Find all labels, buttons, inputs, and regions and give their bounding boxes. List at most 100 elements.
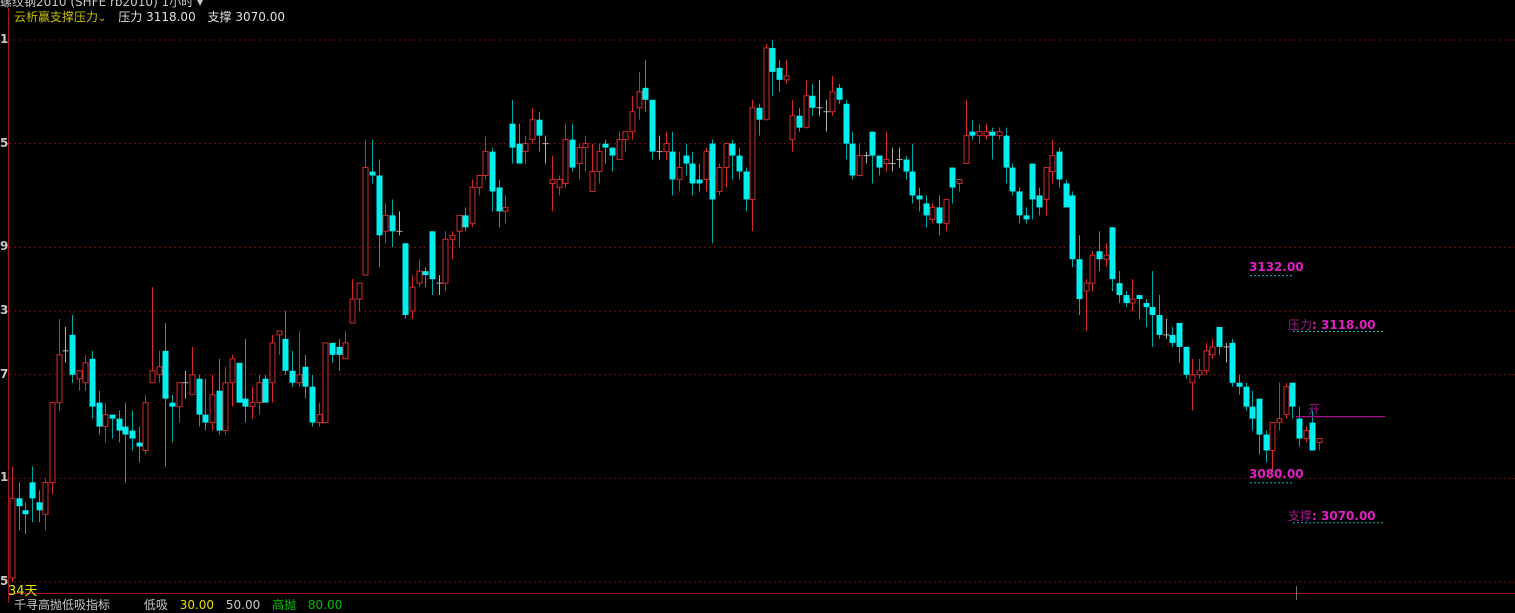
candle-body: [196, 378, 203, 415]
candle-body: [856, 155, 863, 177]
candle-body: [142, 402, 149, 451]
candle-body: [156, 366, 163, 376]
candle-body: [529, 119, 536, 141]
candle-body: [316, 414, 323, 424]
candle-body: [803, 95, 810, 129]
candle-body: [1303, 430, 1310, 440]
candle-body: [576, 147, 583, 165]
candle-body: [522, 143, 529, 153]
candle-body: [956, 178, 963, 184]
candle-body: [262, 378, 269, 403]
candle-body: [963, 135, 970, 165]
candle-body: [1176, 322, 1183, 347]
candle-body: [256, 382, 263, 404]
candle-body: [249, 402, 256, 408]
candle-body: [709, 143, 716, 200]
candle-body: [516, 143, 523, 164]
candle-body: [1263, 434, 1270, 451]
price-level-label: 压力: 3118.00: [1288, 317, 1376, 332]
candle-body: [49, 402, 56, 483]
candle-body: [683, 155, 690, 164]
candle-body: [302, 366, 309, 387]
candle-body: [1269, 422, 1276, 451]
candle-body: [669, 151, 676, 180]
candle-body: [589, 171, 596, 192]
candle-body: [69, 334, 76, 375]
candle-body: [916, 195, 923, 200]
candle-body: [149, 370, 156, 384]
candle-body: [469, 186, 476, 224]
candle-body: [502, 206, 509, 212]
resistance-label: 压力: [118, 10, 143, 24]
candle-body: [282, 338, 289, 371]
candle-body: [1243, 386, 1250, 407]
candle-body: [1196, 370, 1203, 376]
sub-indicator-name[interactable]: 千寻高抛低吸指标: [14, 598, 111, 612]
candle-body: [129, 430, 136, 439]
candle-body: [689, 163, 696, 184]
candle-body: [1296, 418, 1303, 439]
candle-body: [422, 271, 429, 276]
candle-body: [356, 282, 363, 300]
low-label: 低吸: [143, 598, 168, 612]
candle-body: [116, 418, 123, 431]
support-value: 3070.00: [235, 10, 285, 24]
candle-body: [936, 207, 943, 224]
candle-body: [1076, 259, 1083, 300]
candle-body: [1056, 151, 1063, 180]
price-level-value: 3070.00: [1321, 509, 1376, 524]
indicator-legend: 云析赢支撑压力⌄ 压力 3118.00 支撑 3070.00: [14, 8, 285, 25]
candle-body: [1216, 326, 1223, 347]
candle-body: [169, 402, 176, 407]
candle-body: [983, 131, 990, 137]
candle-body: [989, 131, 996, 136]
candle-body: [562, 139, 569, 184]
candle-body: [1289, 382, 1296, 407]
candle-body: [796, 115, 803, 128]
candle-body: [1209, 346, 1216, 356]
candle-body: [89, 358, 96, 407]
candle-body: [836, 87, 843, 100]
candle-body: [849, 143, 856, 176]
candle-body: [1063, 183, 1070, 208]
candle-body: [1116, 283, 1123, 296]
candle-body: [1156, 314, 1163, 335]
candle-body: [1123, 295, 1130, 304]
candle-body: [96, 402, 103, 427]
price-level-value: 3132.00: [1249, 260, 1304, 275]
candle-body: [56, 354, 63, 404]
candle-body: [309, 386, 316, 423]
price-level-name: 压力: [1288, 317, 1313, 332]
candle-body: [609, 147, 616, 156]
candle-body: [769, 47, 776, 72]
candle-body: [1009, 167, 1016, 192]
candle-body: [329, 342, 336, 355]
candle-body: [756, 107, 763, 120]
candle-body: [776, 67, 783, 80]
chevron-down-icon[interactable]: ⌄: [98, 13, 107, 24]
candle-body: [909, 171, 916, 196]
indicator-selector[interactable]: 云析赢支撑压力⌄: [14, 10, 106, 24]
candle-body: [1149, 307, 1156, 315]
candle-body: [582, 143, 589, 149]
candle-body: [1169, 334, 1176, 343]
sub-indicator-bar: 千寻高抛低吸指标 低吸 30.00 50.00 高抛 80.00: [14, 596, 342, 613]
candle-body: [616, 139, 623, 161]
candle-body: [1143, 303, 1150, 308]
candle-body: [102, 414, 109, 428]
candle-body: [222, 382, 229, 432]
candle-body: [1049, 155, 1056, 173]
candle-body: [1083, 282, 1090, 292]
candle-body: [9, 497, 16, 579]
y-tick-label: 3: [0, 303, 9, 317]
candle-body: [1236, 382, 1243, 387]
candle-body: [509, 123, 516, 148]
candle-body: [136, 442, 143, 447]
candle-body: [929, 206, 936, 220]
candle-body: [496, 187, 503, 212]
candle-body: [729, 143, 736, 156]
candle-body: [703, 151, 710, 180]
candle-body: [389, 215, 396, 232]
candle-body: [556, 178, 563, 188]
